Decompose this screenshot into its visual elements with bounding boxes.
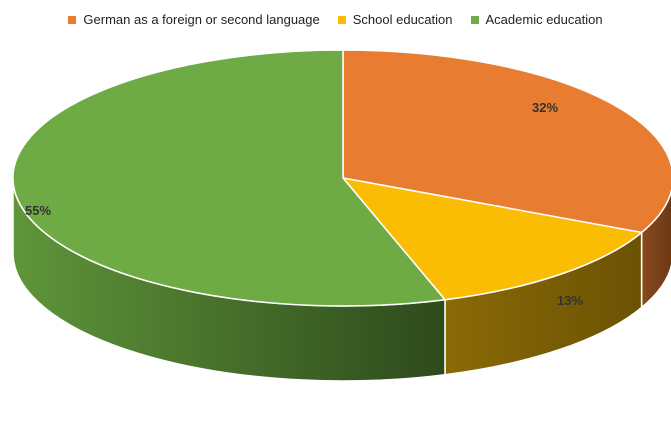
data-label-german: 32% bbox=[532, 100, 558, 115]
legend: German as a foreign or second language S… bbox=[0, 12, 671, 27]
legend-swatch-school bbox=[337, 15, 346, 24]
pie-sides bbox=[12, 177, 671, 382]
legend-item-school: School education bbox=[337, 12, 453, 27]
data-label-school: 13% bbox=[557, 293, 583, 308]
legend-label-german: German as a foreign or second language bbox=[83, 12, 320, 27]
legend-item-academic: Academic education bbox=[470, 12, 603, 27]
legend-swatch-german bbox=[68, 15, 77, 24]
pie-slice-academic bbox=[12, 49, 447, 307]
legend-label-academic: Academic education bbox=[485, 12, 603, 27]
data-label-academic: 55% bbox=[25, 203, 51, 218]
legend-label-school: School education bbox=[352, 12, 453, 27]
pie-slice-school bbox=[341, 176, 644, 301]
pie-labels: 32% 13% 55% bbox=[25, 100, 583, 308]
pie-slice-german bbox=[342, 49, 671, 234]
pie-slices bbox=[12, 49, 671, 307]
legend-swatch-academic bbox=[470, 15, 479, 24]
legend-item-german: German as a foreign or second language bbox=[68, 12, 320, 27]
